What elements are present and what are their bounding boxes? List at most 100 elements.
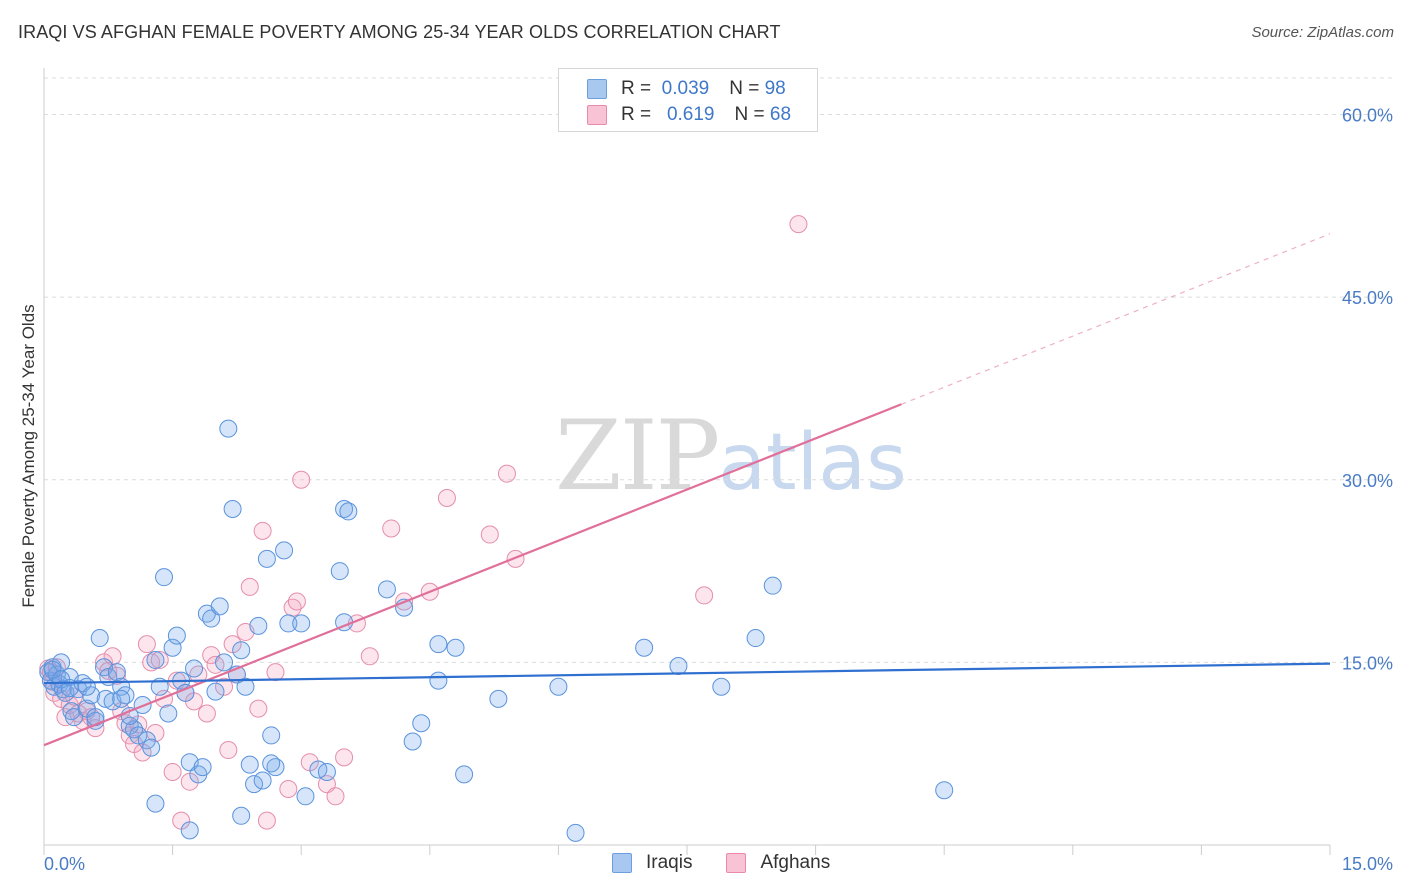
afghan-point — [163, 762, 182, 781]
iraqi-point — [159, 704, 178, 723]
iraqi-point — [446, 638, 465, 657]
source-label: Source: ZipAtlas.com — [1251, 24, 1394, 41]
afghan-point — [137, 635, 156, 654]
iraqi-point — [167, 626, 186, 645]
afghan-point — [292, 470, 311, 489]
afghan-point — [215, 677, 234, 696]
iraqi-point — [202, 609, 221, 628]
x-tick-label: 0.0% — [44, 854, 85, 874]
iraqi-point — [155, 568, 174, 587]
y-tick-label: 60.0% — [1342, 106, 1393, 126]
legend-r-label: R = — [621, 78, 652, 99]
y-axis-label: Female Poverty Among 25-34 Year Olds — [19, 304, 38, 607]
legend-r-value: 0.039 — [661, 78, 710, 99]
tick-labels: 15.0% 30.0% 45.0% 60.0% 0.0% 15.0% — [44, 106, 1393, 874]
bottom-legend: Iraqis Afghans — [612, 852, 864, 874]
iraqi-point — [635, 638, 654, 657]
iraqi-point — [935, 781, 954, 800]
iraqi-point — [107, 663, 126, 682]
afghan-point — [257, 811, 276, 830]
afghan-trend-extension — [901, 233, 1331, 405]
iraqi-point — [262, 726, 281, 745]
legend-n-value: 98 — [764, 78, 786, 99]
iraqi-point — [669, 657, 688, 676]
iraqi-point — [566, 823, 585, 842]
iraqi-point — [262, 754, 281, 773]
afghan-point — [506, 549, 525, 568]
afghan-point — [197, 704, 216, 723]
iraqi-point — [245, 775, 264, 794]
legend-n-label: N = — [729, 78, 760, 99]
iraqi-point — [210, 597, 229, 616]
iraqi-point — [275, 541, 294, 560]
bottom-legend-label-afghans: Afghans — [760, 852, 831, 873]
iraqi-point — [279, 614, 298, 633]
iraqi-point — [215, 653, 234, 672]
afghan-point — [437, 489, 456, 508]
afghan-point — [326, 787, 345, 806]
iraqi-point — [292, 614, 311, 633]
iraqi-point — [429, 671, 448, 690]
afghan-point — [287, 592, 306, 611]
iraqi-point — [317, 762, 336, 781]
legend-row-afghans: R = 0.619 N = 68 — [587, 103, 791, 127]
legend: R = 0.039 N = 98 R = 0.619 N = 68 — [558, 68, 818, 132]
iraqi-point — [163, 638, 182, 657]
afghan-point — [150, 650, 169, 669]
gridlines — [44, 77, 1392, 663]
iraqi-point — [746, 629, 765, 648]
iraqi-point — [296, 787, 315, 806]
chart-title: IRAQI VS AFGHAN FEMALE POVERTY AMONG 25-… — [18, 22, 781, 42]
y-tick-label: 30.0% — [1342, 471, 1393, 491]
watermark: ZIPatlas — [555, 400, 907, 512]
trend-lines — [43, 233, 1331, 747]
afghan-point — [480, 525, 499, 544]
legend-swatch-afghans — [587, 105, 607, 125]
iraqi-point — [549, 677, 568, 696]
iraqi-point — [77, 677, 96, 696]
iraqi-point — [65, 708, 84, 727]
afghan-point — [360, 647, 379, 666]
y-tick-label: 15.0% — [1342, 653, 1393, 673]
afghan-point — [249, 699, 268, 718]
iraqi-point — [377, 580, 396, 599]
iraqi-point — [240, 755, 259, 774]
iraqi-point — [412, 714, 431, 733]
iraqi-point — [763, 576, 782, 595]
x-tick-label: 15.0% — [1342, 854, 1393, 874]
iraqi-point — [712, 677, 731, 696]
afghan-point — [497, 464, 516, 483]
iraqi-point — [142, 738, 161, 757]
iraqi-point — [403, 732, 422, 751]
iraqi-point — [339, 502, 358, 521]
afghan-point — [695, 586, 714, 605]
iraqi-point — [96, 689, 115, 708]
legend-r-value: 0.619 — [666, 104, 715, 125]
iraqi-point — [193, 758, 212, 777]
legend-row-iraqis: R = 0.039 N = 98 — [587, 77, 786, 101]
watermark-atlas: atlas — [718, 418, 907, 508]
iraqi-point — [146, 794, 165, 813]
iraqi-point — [180, 821, 199, 840]
iraqi-point — [185, 659, 204, 678]
bottom-legend-label-iraqis: Iraqis — [646, 852, 693, 873]
iraqi-point — [219, 419, 238, 438]
bottom-legend-swatch-afghans — [726, 853, 747, 873]
iraqi-point — [429, 635, 448, 654]
iraqi-point — [489, 689, 508, 708]
iraqi-point — [112, 689, 131, 708]
bottom-legend-swatch-iraqis — [612, 853, 632, 873]
afghan-point — [133, 743, 152, 762]
iraqi-point — [82, 686, 101, 705]
legend-r-label: R = — [621, 104, 652, 125]
iraqi-point — [257, 549, 276, 568]
afghan-point — [279, 779, 298, 798]
legend-n-value: 68 — [769, 104, 792, 125]
iraqi-point — [90, 629, 109, 648]
afghan-point — [335, 748, 354, 767]
iraqi-point — [232, 806, 251, 825]
iraqi-point — [129, 726, 148, 745]
afghan-point — [382, 519, 401, 538]
iraqi-point — [232, 641, 251, 660]
iraqi-point — [236, 677, 255, 696]
